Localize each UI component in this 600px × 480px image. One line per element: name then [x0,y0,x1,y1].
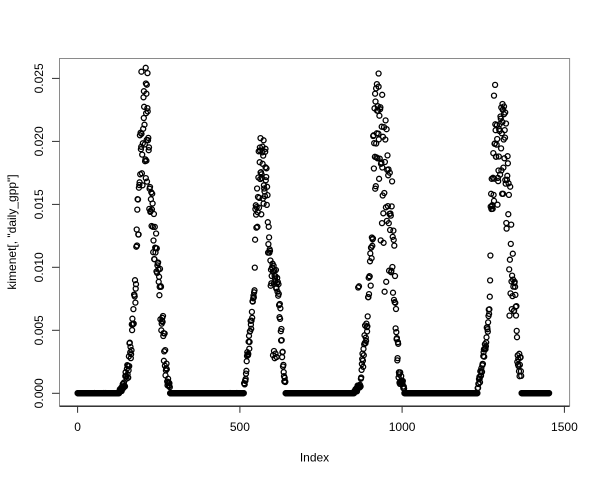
svg-text:0: 0 [74,420,81,434]
svg-text:0.010: 0.010 [32,252,46,282]
svg-text:0.005: 0.005 [32,315,46,345]
svg-text:Index: Index [300,450,329,464]
svg-text:1500: 1500 [551,420,578,434]
svg-text:0.015: 0.015 [32,189,46,219]
svg-text:0.000: 0.000 [32,378,46,408]
svg-text:0.025: 0.025 [32,63,46,93]
svg-text:500: 500 [230,420,250,434]
svg-text:0.020: 0.020 [32,126,46,156]
svg-text:kimenet[, "daily_gpp"]: kimenet[, "daily_gpp"] [5,174,19,289]
svg-text:1000: 1000 [389,420,416,434]
